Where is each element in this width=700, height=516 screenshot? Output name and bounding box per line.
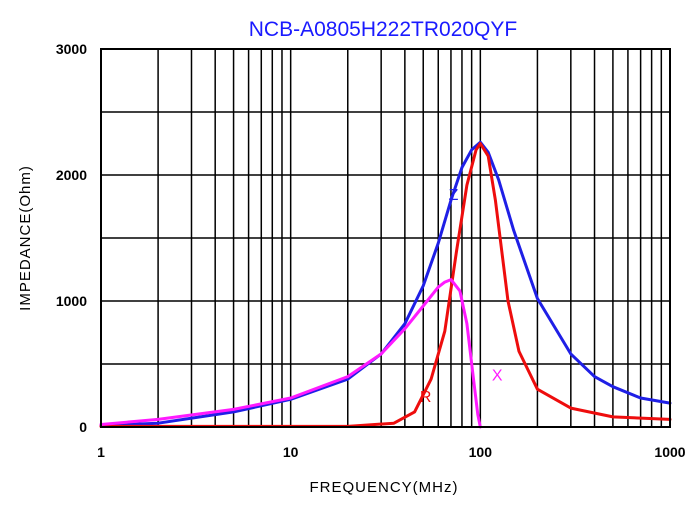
y-axis-label: IMPEDANCE(Ohm): [17, 165, 34, 311]
series-labels: Z R X: [420, 187, 503, 406]
series-line-x: [99, 278, 482, 429]
x-tick-label: 1: [97, 444, 105, 460]
y-tick-label: 3000: [56, 41, 87, 57]
y-tick-label: 2000: [56, 167, 87, 183]
chart-title: NCB-A0805H222TR020QYF: [249, 18, 517, 41]
series-line-r: [99, 142, 672, 428]
x-tick-label: 100: [469, 444, 493, 460]
series-layer: [99, 140, 672, 429]
x-axis-label: FREQUENCY(MHz): [310, 479, 459, 496]
y-tick-label: 1000: [56, 293, 87, 309]
series-label-x: X: [492, 367, 503, 384]
y-tick-label: 0: [79, 419, 87, 435]
plot-frame: [100, 48, 671, 428]
tick-labels: 1 10 100 1000 0 1000 2000 3000: [56, 41, 686, 460]
x-tick-label: 10: [283, 444, 299, 460]
series-label-z: Z: [449, 187, 459, 204]
series-line-z: [99, 140, 672, 428]
grid: [101, 49, 670, 427]
x-tick-label: 1000: [654, 444, 685, 460]
series-label-r: R: [420, 389, 432, 406]
